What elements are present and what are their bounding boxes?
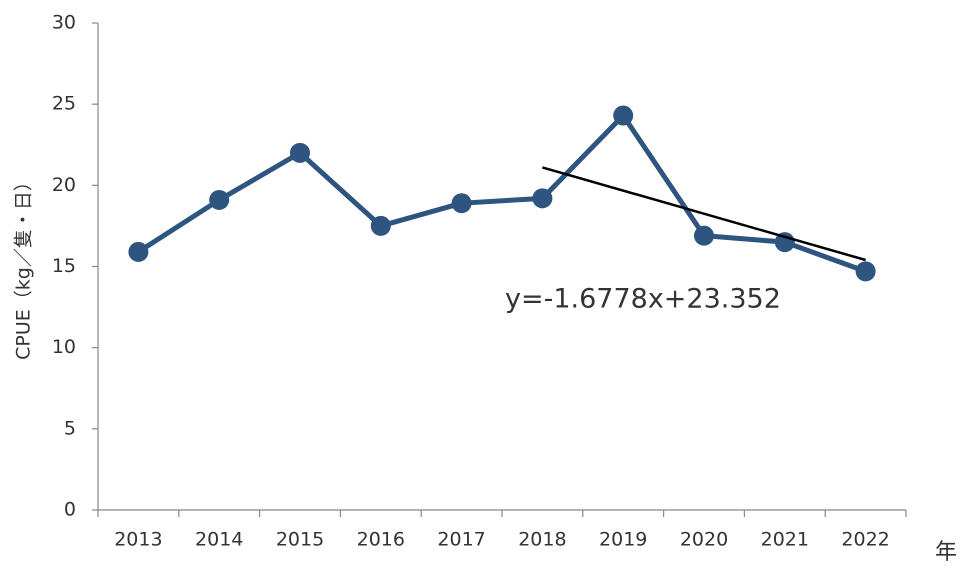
point (694, 225, 714, 246)
x-tick-label: 2021 (761, 529, 809, 551)
point (128, 241, 149, 262)
x-tick-label: 2014 (195, 529, 243, 551)
annotation: y=-1.6778x+23.352 (505, 284, 781, 315)
y-tick-label: 10 (52, 336, 76, 358)
x-tick-label: 2015 (276, 529, 324, 551)
trendline (542, 166, 866, 262)
y-tick-label: 30 (52, 12, 76, 34)
x-tick-label: 2017 (437, 529, 485, 551)
point (613, 105, 634, 126)
point (370, 215, 391, 236)
x-tick-label: 2013 (114, 529, 162, 551)
x-axis-label: 年 (935, 540, 957, 565)
point (451, 193, 472, 214)
y-axis-label: CPUE（kg／隻・日） (13, 172, 35, 360)
point (532, 188, 553, 209)
y-tick-label: 15 (52, 255, 76, 277)
point (855, 261, 876, 282)
point (209, 189, 230, 210)
x-tick-label: 2019 (599, 529, 647, 551)
series-line (137, 113, 867, 274)
x-tick-label: 2018 (518, 529, 566, 551)
x-tick-label: 2020 (680, 529, 728, 551)
y-tick-label: 5 (64, 417, 76, 439)
point (290, 142, 310, 163)
x-tick-label: 2016 (357, 529, 405, 551)
y-tick-label: 0 (64, 499, 76, 521)
x-tick-label: 2022 (841, 529, 889, 551)
y-tick-label: 20 (52, 174, 76, 196)
y-tick-label: 25 (52, 93, 76, 115)
